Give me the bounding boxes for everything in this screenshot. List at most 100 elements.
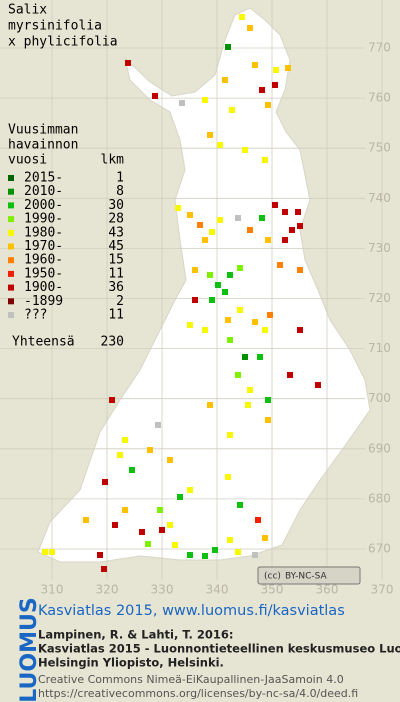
observation-square: [257, 354, 263, 360]
y-grid-label: 740: [368, 191, 391, 205]
observation-square: [152, 93, 158, 99]
legend-label: -1899: [24, 294, 63, 309]
observation-square: [262, 327, 268, 333]
observation-square: [129, 467, 135, 473]
observation-square: [157, 507, 163, 513]
citation-line: Helsingin Yliopisto, Helsinki.: [38, 656, 224, 670]
observation-square: [175, 205, 181, 211]
logo: LUOMUS: [17, 597, 42, 702]
observation-square: [83, 517, 89, 523]
observation-square: [42, 549, 48, 555]
legend-label: 2000-: [24, 198, 63, 213]
legend-label: 1980-: [24, 225, 63, 240]
x-grid-label: 340: [206, 583, 229, 597]
observation-square: [202, 553, 208, 559]
legend-count: 11: [108, 266, 124, 281]
observation-square: [122, 437, 128, 443]
observation-square: [167, 522, 173, 528]
legend-header: vuosi: [8, 153, 47, 168]
observation-square: [227, 337, 233, 343]
legend-swatch: [8, 298, 14, 305]
observation-square: [247, 387, 253, 393]
observation-square: [207, 272, 213, 278]
observation-square: [202, 237, 208, 243]
legend-count: 11: [108, 308, 124, 323]
legend-swatch: [8, 188, 14, 195]
observation-square: [192, 297, 198, 303]
legend-label: 2015-: [24, 171, 63, 186]
observation-square: [215, 282, 221, 288]
observation-square: [122, 507, 128, 513]
observation-square: [262, 157, 268, 163]
x-grid-label: 370: [371, 583, 394, 597]
observation-square: [222, 77, 228, 83]
observation-square: [265, 102, 271, 108]
observation-square: [192, 267, 198, 273]
legend-count: 8: [116, 184, 124, 199]
legend-count: 28: [108, 212, 124, 227]
observation-square: [267, 312, 273, 318]
y-grid-label: 730: [368, 241, 391, 255]
observation-square: [282, 237, 288, 243]
legend-header: havainnon: [8, 138, 78, 153]
y-grid-label: 700: [368, 391, 391, 405]
observation-square: [297, 327, 303, 333]
observation-square: [255, 517, 261, 523]
observation-square: [295, 209, 301, 215]
observation-square: [117, 452, 123, 458]
observation-square: [145, 541, 151, 547]
legend-count: 15: [108, 253, 124, 268]
legend-label: 1950-: [24, 266, 63, 281]
observation-square: [102, 479, 108, 485]
legend-swatch: [8, 229, 14, 236]
observation-square: [272, 202, 278, 208]
observation-square: [242, 147, 248, 153]
observation-square: [229, 107, 235, 113]
observation-square: [207, 132, 213, 138]
observation-square: [207, 402, 213, 408]
legend-swatch: [8, 202, 14, 209]
observation-square: [159, 527, 165, 533]
legend-swatch: [8, 175, 14, 181]
y-grid-label: 750: [368, 141, 391, 155]
license-line: Creative Commons Nimeä-EiKaupallinen-Jaa…: [38, 673, 344, 686]
observation-square: [297, 223, 303, 229]
observation-square: [252, 552, 258, 558]
legend-total-label: Yhteensä: [12, 335, 75, 350]
cc-icon: (cc): [264, 572, 281, 582]
legend-count-header: lkm: [101, 153, 125, 168]
observation-square: [282, 209, 288, 215]
legend-swatch: [8, 312, 14, 318]
observation-square: [252, 319, 258, 325]
y-grid-label: 770: [368, 41, 391, 55]
x-grid-label: 360: [316, 583, 339, 597]
x-grid-label: 320: [96, 583, 119, 597]
license-badge: [257, 566, 361, 585]
y-grid-label: 710: [368, 341, 391, 355]
observation-square: [197, 222, 203, 228]
observation-square: [209, 229, 215, 235]
observation-square: [245, 402, 251, 408]
title-line: Salix: [8, 3, 47, 18]
observation-square: [202, 97, 208, 103]
observation-square: [49, 549, 55, 555]
observation-square: [277, 262, 283, 268]
observation-square: [227, 432, 233, 438]
finland-outline: [37, 7, 371, 563]
observation-square: [265, 397, 271, 403]
legend-label: 2010-: [24, 184, 63, 199]
title-line: myrsinifolia: [8, 19, 102, 34]
observation-square: [222, 289, 228, 295]
legend-count: 2: [116, 294, 124, 309]
observation-square: [259, 87, 265, 93]
observation-square: [252, 62, 258, 68]
observation-square: [239, 14, 245, 20]
observation-square: [187, 322, 193, 328]
observation-square: [259, 215, 265, 221]
legend-count: 43: [108, 225, 124, 240]
observation-square: [285, 65, 291, 71]
y-grid-label: 680: [368, 491, 391, 505]
legend-count: 30: [108, 198, 124, 213]
title-line: x phylicifolia: [8, 35, 118, 50]
